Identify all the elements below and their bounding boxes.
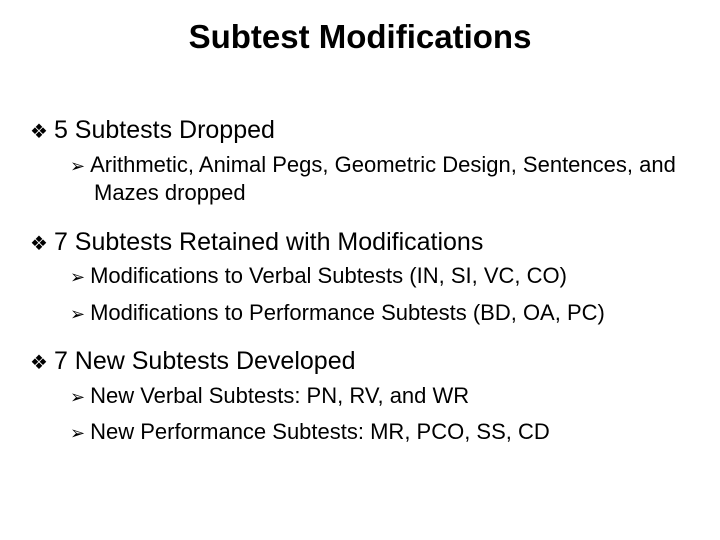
slide: Subtest Modifications 5 Subtests Dropped…	[0, 0, 720, 540]
bullet-item: Modifications to Performance Subtests (B…	[30, 299, 690, 328]
section-heading: 5 Subtests Dropped	[30, 114, 690, 147]
bullet-item: New Performance Subtests: MR, PCO, SS, C…	[30, 418, 690, 447]
slide-title: Subtest Modifications	[30, 18, 690, 56]
spacer	[30, 216, 690, 226]
bullet-item: Arithmetic, Animal Pegs, Geometric Desig…	[30, 151, 690, 208]
section-heading: 7 Subtests Retained with Modifications	[30, 226, 690, 259]
bullet-item: Modifications to Verbal Subtests (IN, SI…	[30, 262, 690, 291]
spacer	[30, 335, 690, 345]
bullet-item: New Verbal Subtests: PN, RV, and WR	[30, 382, 690, 411]
section-heading: 7 New Subtests Developed	[30, 345, 690, 378]
